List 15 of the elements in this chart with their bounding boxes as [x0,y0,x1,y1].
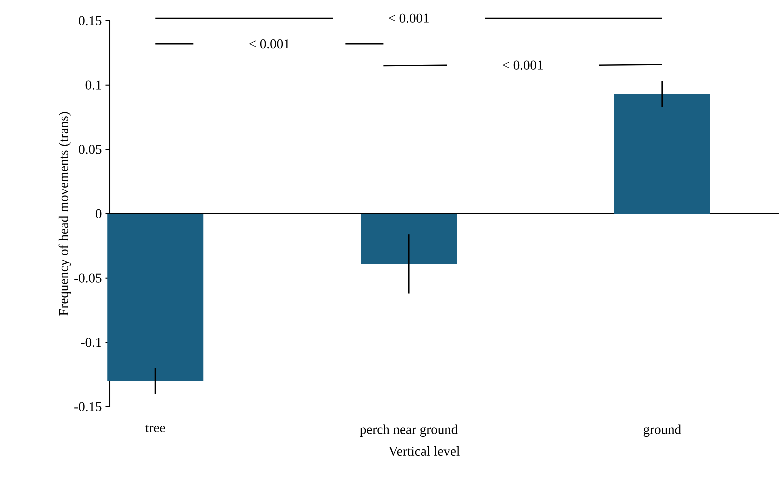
x-tick-label: perch near ground [360,424,458,438]
x-tick-label: tree [146,424,166,433]
x-axis-title: Vertical level [388,446,460,456]
annotation: < 0.001 [503,60,543,70]
annotation: < 0.001 [389,14,429,23]
y-tick-label: 0.1 [86,80,102,90]
y-tick-label: 0 [96,209,102,219]
y-axis-title: Frequency of head movements (trans) [58,112,72,316]
y-tick-label: -0.05 [74,274,102,283]
y-tick-label: 0.15 [79,16,102,26]
y-tick-label: -0.1 [81,338,102,348]
y-tick-label: 0.05 [79,145,102,154]
annotation: < 0.001 [250,40,290,49]
y-tick-label: -0.15 [74,402,102,412]
x-tick-label: ground [644,424,682,438]
